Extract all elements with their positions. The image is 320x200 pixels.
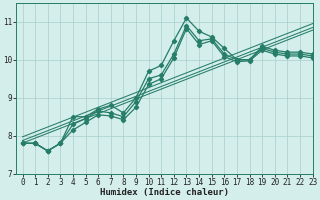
X-axis label: Humidex (Indice chaleur): Humidex (Indice chaleur) [100,188,229,197]
